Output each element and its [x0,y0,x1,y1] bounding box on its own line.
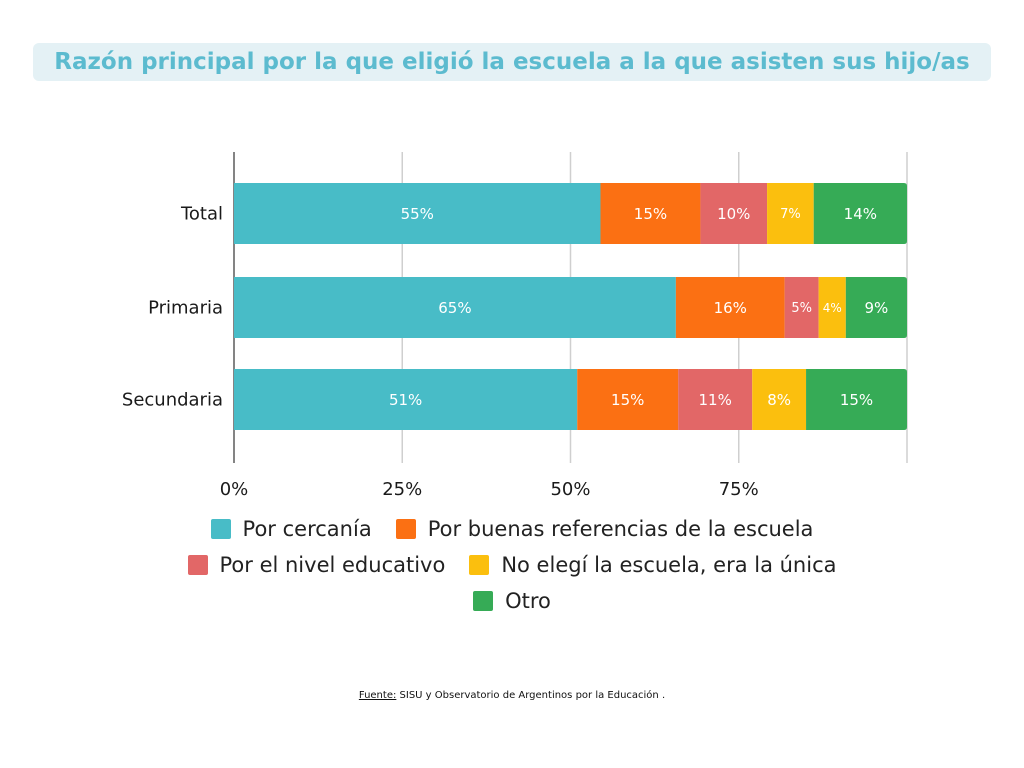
x-tick-label: 0% [220,479,249,500]
bar-segment [845,277,907,338]
bar-segment [234,277,676,338]
legend-label: Por el nivel educativo [219,553,446,577]
bar-segment [234,183,601,244]
bar-segment [700,183,768,244]
legend-swatch [395,519,416,539]
legend-swatch [469,555,490,575]
legend-label: Otro [505,589,551,613]
bar-segment [784,277,819,338]
category-label: Total [180,204,223,225]
legend-label: No elegí la escuela, era la única [501,553,837,577]
bar-data-label: 51% [389,391,422,409]
x-tick-label: 25% [382,479,422,500]
bar-segment [234,369,578,430]
category-labels: Total Primaria Secundaria [122,204,223,411]
bar-data-label: 65% [438,299,471,317]
bar-data-label: 15% [634,205,667,223]
legend-label: Por buenas referencias de la escuela [427,517,814,541]
legend-item: Otro [473,589,551,613]
source-text: SISU y Observatorio de Argentinos por la… [396,690,666,701]
bar-segment [675,277,785,338]
bar-data-label: 15% [840,391,873,409]
source-prefix: Fuente: [358,690,397,701]
chart-title: Razón principal por la que eligió la esc… [54,49,970,75]
legend-row: Por cercanía Por buenas referencias de la… [0,516,1024,542]
bar-data-label: 11% [699,391,732,409]
bar-segment [577,369,679,430]
bar-data-label: 14% [844,205,877,223]
bar-data-label: 15% [611,391,644,409]
legend-label: Por cercanía [242,517,372,541]
legend-item: Por buenas referencias de la escuela [395,517,814,541]
x-axis-tick-labels: 0% 25% 50% 75% [220,479,759,500]
legend-row: Por el nivel educativo No elegí la escuel… [0,552,1024,578]
stacked-bar-chart: 55% 15% 10% 7% 14% 65% 16% 5% 4% 9% 51% 15% 11% 8% 15%… [122,152,908,500]
category-label: Secundaria [122,390,223,411]
legend-swatch [187,555,208,575]
bar-layer: 55% 15% 10% 7% 14% 65% 16% 5% 4% 9% 51% 15% 11% 8% 15% [234,183,907,430]
bar-data-label: 8% [767,391,791,409]
x-tick-label: 75% [719,479,759,500]
title-box: Razón principal por la que eligió la esc… [33,43,991,81]
bar-segment [600,183,701,244]
bar-data-label: 7% [780,207,801,222]
legend-row: Otro [0,588,1024,614]
legend-swatch [473,591,494,611]
legend: Por cercanía Por buenas referencias de la… [0,516,1024,624]
bar-segment [813,183,907,244]
bar-segment [767,183,814,244]
bar-segment [678,369,753,430]
bar-data-label: 5% [791,301,812,316]
bar-segment [752,369,807,430]
bar-data-label: 10% [717,205,750,223]
legend-item: Por cercanía [210,517,372,541]
bar-data-label: 16% [714,299,747,317]
bar-data-label: 55% [401,205,434,223]
x-tick-label: 50% [550,479,590,500]
legend-item: No elegí la escuela, era la única [469,553,837,577]
legend-item: Por el nivel educativo [187,553,446,577]
category-label: Primaria [148,298,223,319]
bar-data-label: 9% [865,299,889,317]
bar-data-label: 4% [823,301,842,315]
bar-segment [818,277,846,338]
legend-swatch [210,519,231,539]
source-note: Fuente: SISU y Observatorio de Argentino… [0,690,1024,701]
bar-segment [806,369,907,430]
